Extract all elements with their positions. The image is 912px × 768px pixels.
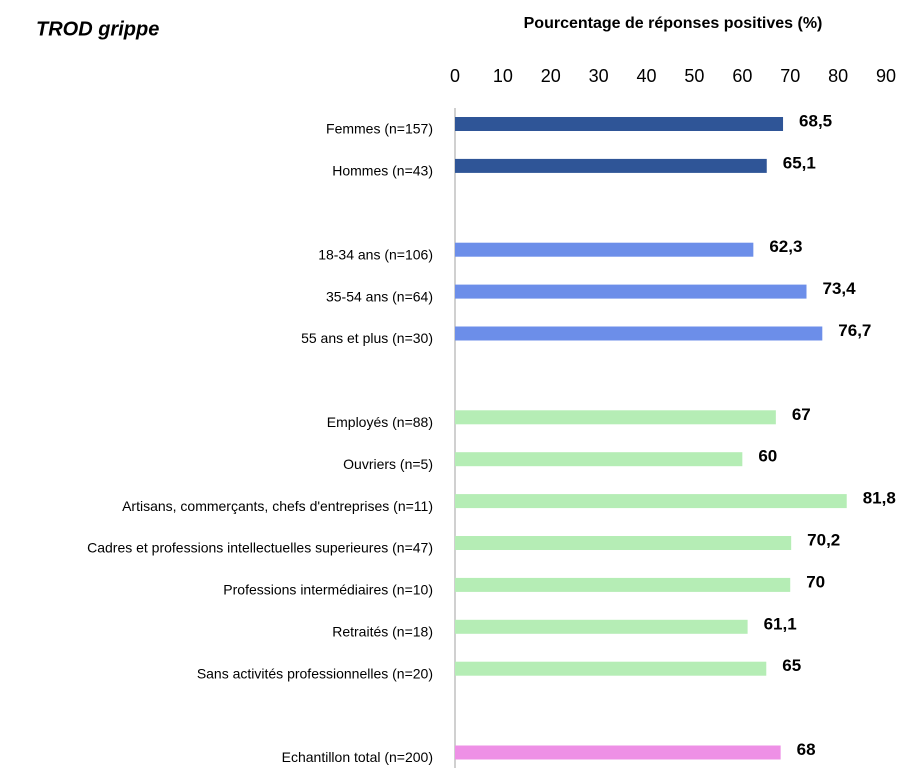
value-label: 68 [797, 740, 816, 759]
bar [455, 242, 754, 257]
y-tick-label: Artisans, commerçants, chefs d'entrepris… [122, 498, 433, 514]
value-label: 65 [782, 656, 801, 675]
value-label: 70 [806, 572, 825, 591]
bar [455, 619, 748, 634]
bar [455, 452, 743, 467]
value-label: 73,4 [823, 279, 857, 298]
value-label: 67 [792, 405, 811, 424]
bar [455, 494, 847, 509]
bar [455, 661, 767, 676]
bar [455, 326, 823, 341]
bar [455, 410, 776, 425]
y-tick-label: Employés (n=88) [327, 414, 433, 430]
y-tick-label: 18-34 ans (n=106) [318, 246, 433, 262]
bar [455, 536, 792, 550]
bar [455, 745, 781, 760]
x-tick-label: 0 [450, 66, 460, 86]
axis-title: Pourcentage de réponses positives (%) [524, 15, 823, 32]
x-tick-label: 80 [828, 66, 848, 86]
bar [455, 117, 784, 131]
value-label: 70,2 [807, 530, 840, 549]
value-label: 62,3 [769, 237, 802, 256]
y-tick-label: 55 ans et plus (n=30) [301, 330, 433, 346]
value-label: 68,5 [799, 111, 832, 130]
x-tick-label: 20 [541, 66, 561, 86]
y-tick-label: Professions intermédiaires (n=10) [223, 582, 433, 598]
y-tick-label: Ouvriers (n=5) [343, 456, 433, 472]
x-tick-label: 10 [493, 66, 513, 86]
x-tick-label: 40 [637, 66, 657, 86]
y-tick-label: Sans activités professionnelles (n=20) [197, 665, 433, 681]
y-tick-label: 35-54 ans (n=64) [326, 288, 433, 304]
y-tick-label: Femmes (n=157) [326, 121, 433, 137]
value-label: 65,1 [783, 153, 816, 172]
x-tick-label: 30 [589, 66, 609, 86]
y-tick-label: Hommes (n=43) [332, 163, 433, 179]
value-label: 81,8 [863, 489, 896, 508]
y-tick-label: Retraités (n=18) [332, 624, 433, 640]
bar [455, 577, 791, 592]
value-label: 61,1 [764, 614, 797, 633]
x-tick-label: 90 [876, 66, 896, 86]
bar [455, 284, 807, 299]
value-label: 60 [758, 447, 777, 466]
y-tick-label: Echantillon total (n=200) [282, 749, 433, 765]
x-tick-label: 60 [732, 66, 752, 86]
x-tick-label: 50 [684, 66, 704, 86]
y-tick-label: Cadres et professions intellectuelles su… [87, 540, 433, 556]
value-label: 76,7 [838, 321, 871, 340]
x-tick-label: 70 [780, 66, 800, 86]
chart-title: TROD grippe [36, 18, 159, 40]
bar [455, 158, 767, 173]
